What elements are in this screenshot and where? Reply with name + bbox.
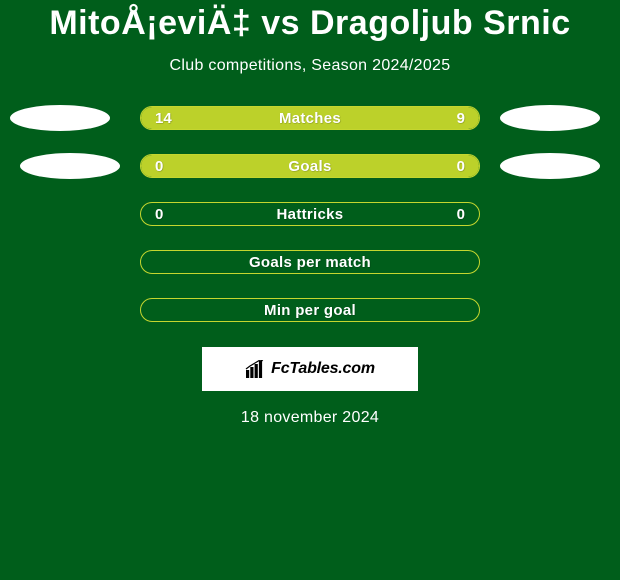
stat-label: Min per goal xyxy=(264,302,356,319)
stat-label: Goals per match xyxy=(249,254,371,271)
stat-label: Hattricks xyxy=(277,206,344,223)
stat-row-hattricks: 0 Hattricks 0 xyxy=(0,201,620,227)
stat-row-matches: 14 Matches 9 xyxy=(0,105,620,131)
avatar-placeholder-right xyxy=(500,153,600,179)
stat-bar-matches: 14 Matches 9 xyxy=(140,106,480,130)
avatar-placeholder-left xyxy=(10,105,110,131)
stat-value-left: 0 xyxy=(155,206,163,223)
avatar-placeholder-left xyxy=(20,153,120,179)
stat-value-left: 0 xyxy=(155,158,163,175)
logo-text: FcTables.com xyxy=(271,360,375,378)
season-subtitle: Club competitions, Season 2024/2025 xyxy=(170,57,451,75)
stat-label: Goals xyxy=(288,158,331,175)
avatar-placeholder-right xyxy=(500,105,600,131)
stat-row-goals: 0 Goals 0 xyxy=(0,153,620,179)
logo-inner: FcTables.com xyxy=(245,360,375,378)
date-text: 18 november 2024 xyxy=(241,409,379,427)
stat-value-right: 0 xyxy=(457,158,465,175)
comparison-rows: 14 Matches 9 0 Goals 0 0 Hattricks 0 xyxy=(0,105,620,323)
stat-label: Matches xyxy=(279,110,341,127)
stat-bar-hattricks: 0 Hattricks 0 xyxy=(140,202,480,226)
chart-icon xyxy=(245,360,267,378)
stat-row-min-per-goal: Min per goal xyxy=(0,297,620,323)
stat-row-goals-per-match: Goals per match xyxy=(0,249,620,275)
page-title: MitoÅ¡eviÄ‡ vs Dragoljub Srnic xyxy=(49,4,570,43)
stat-bar-goals-per-match: Goals per match xyxy=(140,250,480,274)
stat-value-left: 14 xyxy=(155,110,172,127)
logo-box[interactable]: FcTables.com xyxy=(202,347,418,391)
stat-bar-min-per-goal: Min per goal xyxy=(140,298,480,322)
stat-value-right: 0 xyxy=(457,206,465,223)
stat-value-right: 9 xyxy=(457,110,465,127)
stat-bar-goals: 0 Goals 0 xyxy=(140,154,480,178)
